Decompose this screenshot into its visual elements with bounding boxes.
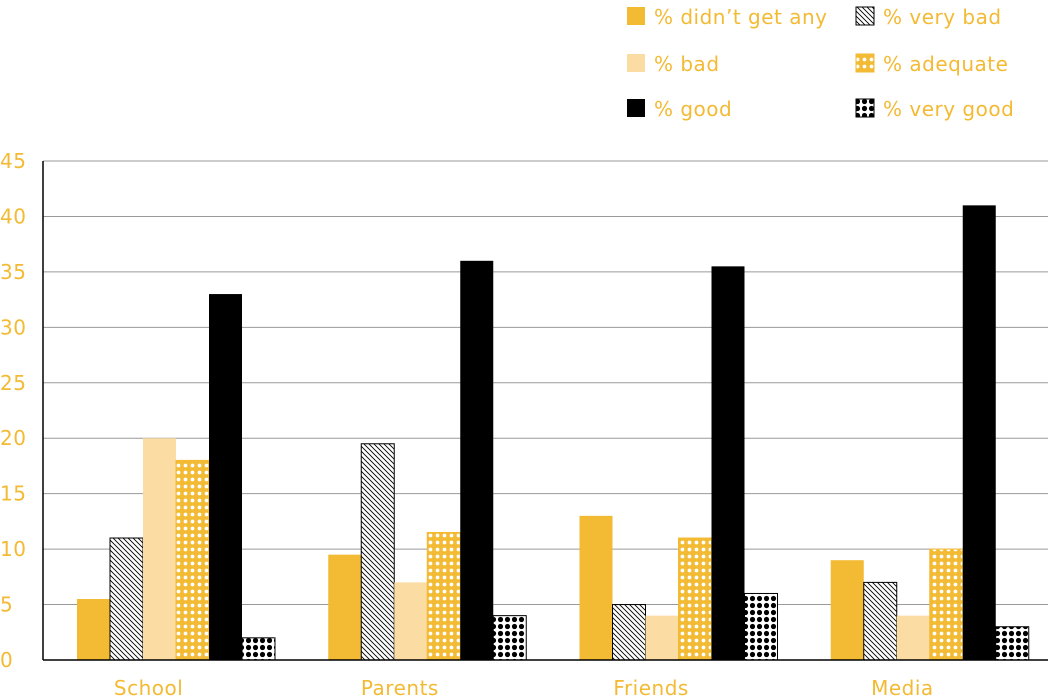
legend-label: % didn’t get any	[654, 5, 828, 29]
bar	[929, 548, 964, 661]
legend-swatch	[627, 7, 645, 25]
x-tick-label: School	[114, 676, 183, 700]
bar	[175, 459, 210, 661]
y-tick-label: 5	[0, 593, 13, 617]
x-tick-label: Parents	[361, 676, 439, 700]
legend-swatch	[627, 99, 645, 117]
bar	[460, 260, 494, 660]
legend-label: % bad	[654, 52, 720, 76]
y-tick-label: 35	[0, 260, 26, 284]
bar	[143, 438, 176, 660]
y-tick-label: 15	[0, 482, 26, 506]
bar	[328, 554, 362, 660]
bar	[645, 615, 679, 660]
bar	[612, 604, 646, 661]
legend-label: % very bad	[883, 5, 1002, 29]
x-tick-label: Media	[871, 676, 934, 700]
bar	[394, 582, 428, 660]
y-tick-label: 45	[0, 149, 26, 173]
bar	[830, 560, 864, 660]
legend-swatch	[855, 6, 875, 26]
bars	[77, 205, 1030, 661]
legend-label: % adequate	[883, 52, 1008, 76]
legend-label: % very good	[883, 97, 1014, 121]
bar	[77, 599, 110, 660]
legend-label: % good	[654, 97, 732, 121]
bar	[579, 515, 613, 660]
bar	[209, 294, 242, 660]
legend: % didn’t get any % very bad % bad % adequat…	[627, 5, 1014, 121]
bar	[492, 615, 527, 661]
bar	[962, 205, 996, 660]
y-tick-label: 40	[0, 204, 26, 228]
legend-swatch	[627, 54, 645, 72]
y-tick-label: 25	[0, 371, 26, 395]
bar	[744, 592, 778, 661]
bar	[678, 537, 712, 661]
bar	[241, 637, 276, 661]
bar	[360, 443, 395, 661]
bar	[863, 581, 898, 661]
legend-swatch	[855, 98, 875, 118]
y-tick-label: 20	[0, 426, 26, 450]
x-tick-label: Friends	[613, 676, 688, 700]
bar	[995, 626, 1030, 661]
axes: 0 5 10 15 20 25 30 35 40 45 School Parents Friends Me…	[0, 149, 1048, 700]
bar	[426, 531, 461, 661]
bar	[896, 615, 930, 660]
bar	[109, 537, 144, 661]
y-tick-label: 0	[0, 648, 13, 672]
legend-swatch	[855, 53, 875, 73]
y-tick-label: 30	[0, 315, 26, 339]
y-tick-label: 10	[0, 537, 26, 561]
bar	[711, 266, 745, 660]
